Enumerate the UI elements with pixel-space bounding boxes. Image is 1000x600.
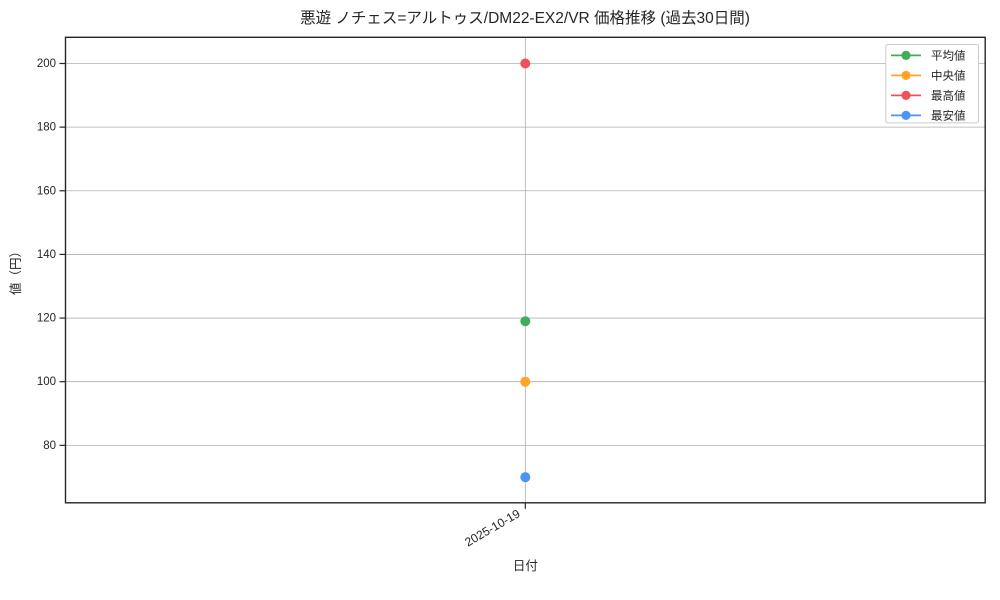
svg-text:最安値: 最安値 [931,109,966,122]
svg-text:100: 100 [37,376,56,388]
svg-text:悪遊 ノチェス=アルトゥス/DM22-EX2/VR 価格推移: 悪遊 ノチェス=アルトゥス/DM22-EX2/VR 価格推移 (過去30日間) [300,9,750,27]
svg-text:日付: 日付 [513,559,538,573]
svg-text:140: 140 [37,249,56,261]
svg-text:最高値: 最高値 [931,89,966,102]
svg-text:160: 160 [37,185,56,197]
svg-text:200: 200 [37,58,56,70]
svg-text:平均値: 平均値 [931,48,966,62]
svg-text:2025-10-19: 2025-10-19 [462,506,522,549]
svg-text:中央値: 中央値 [931,69,966,82]
svg-text:80: 80 [43,440,56,452]
svg-text:値（円）: 値（円） [8,245,23,295]
svg-text:180: 180 [37,122,56,134]
svg-text:120: 120 [37,313,56,325]
